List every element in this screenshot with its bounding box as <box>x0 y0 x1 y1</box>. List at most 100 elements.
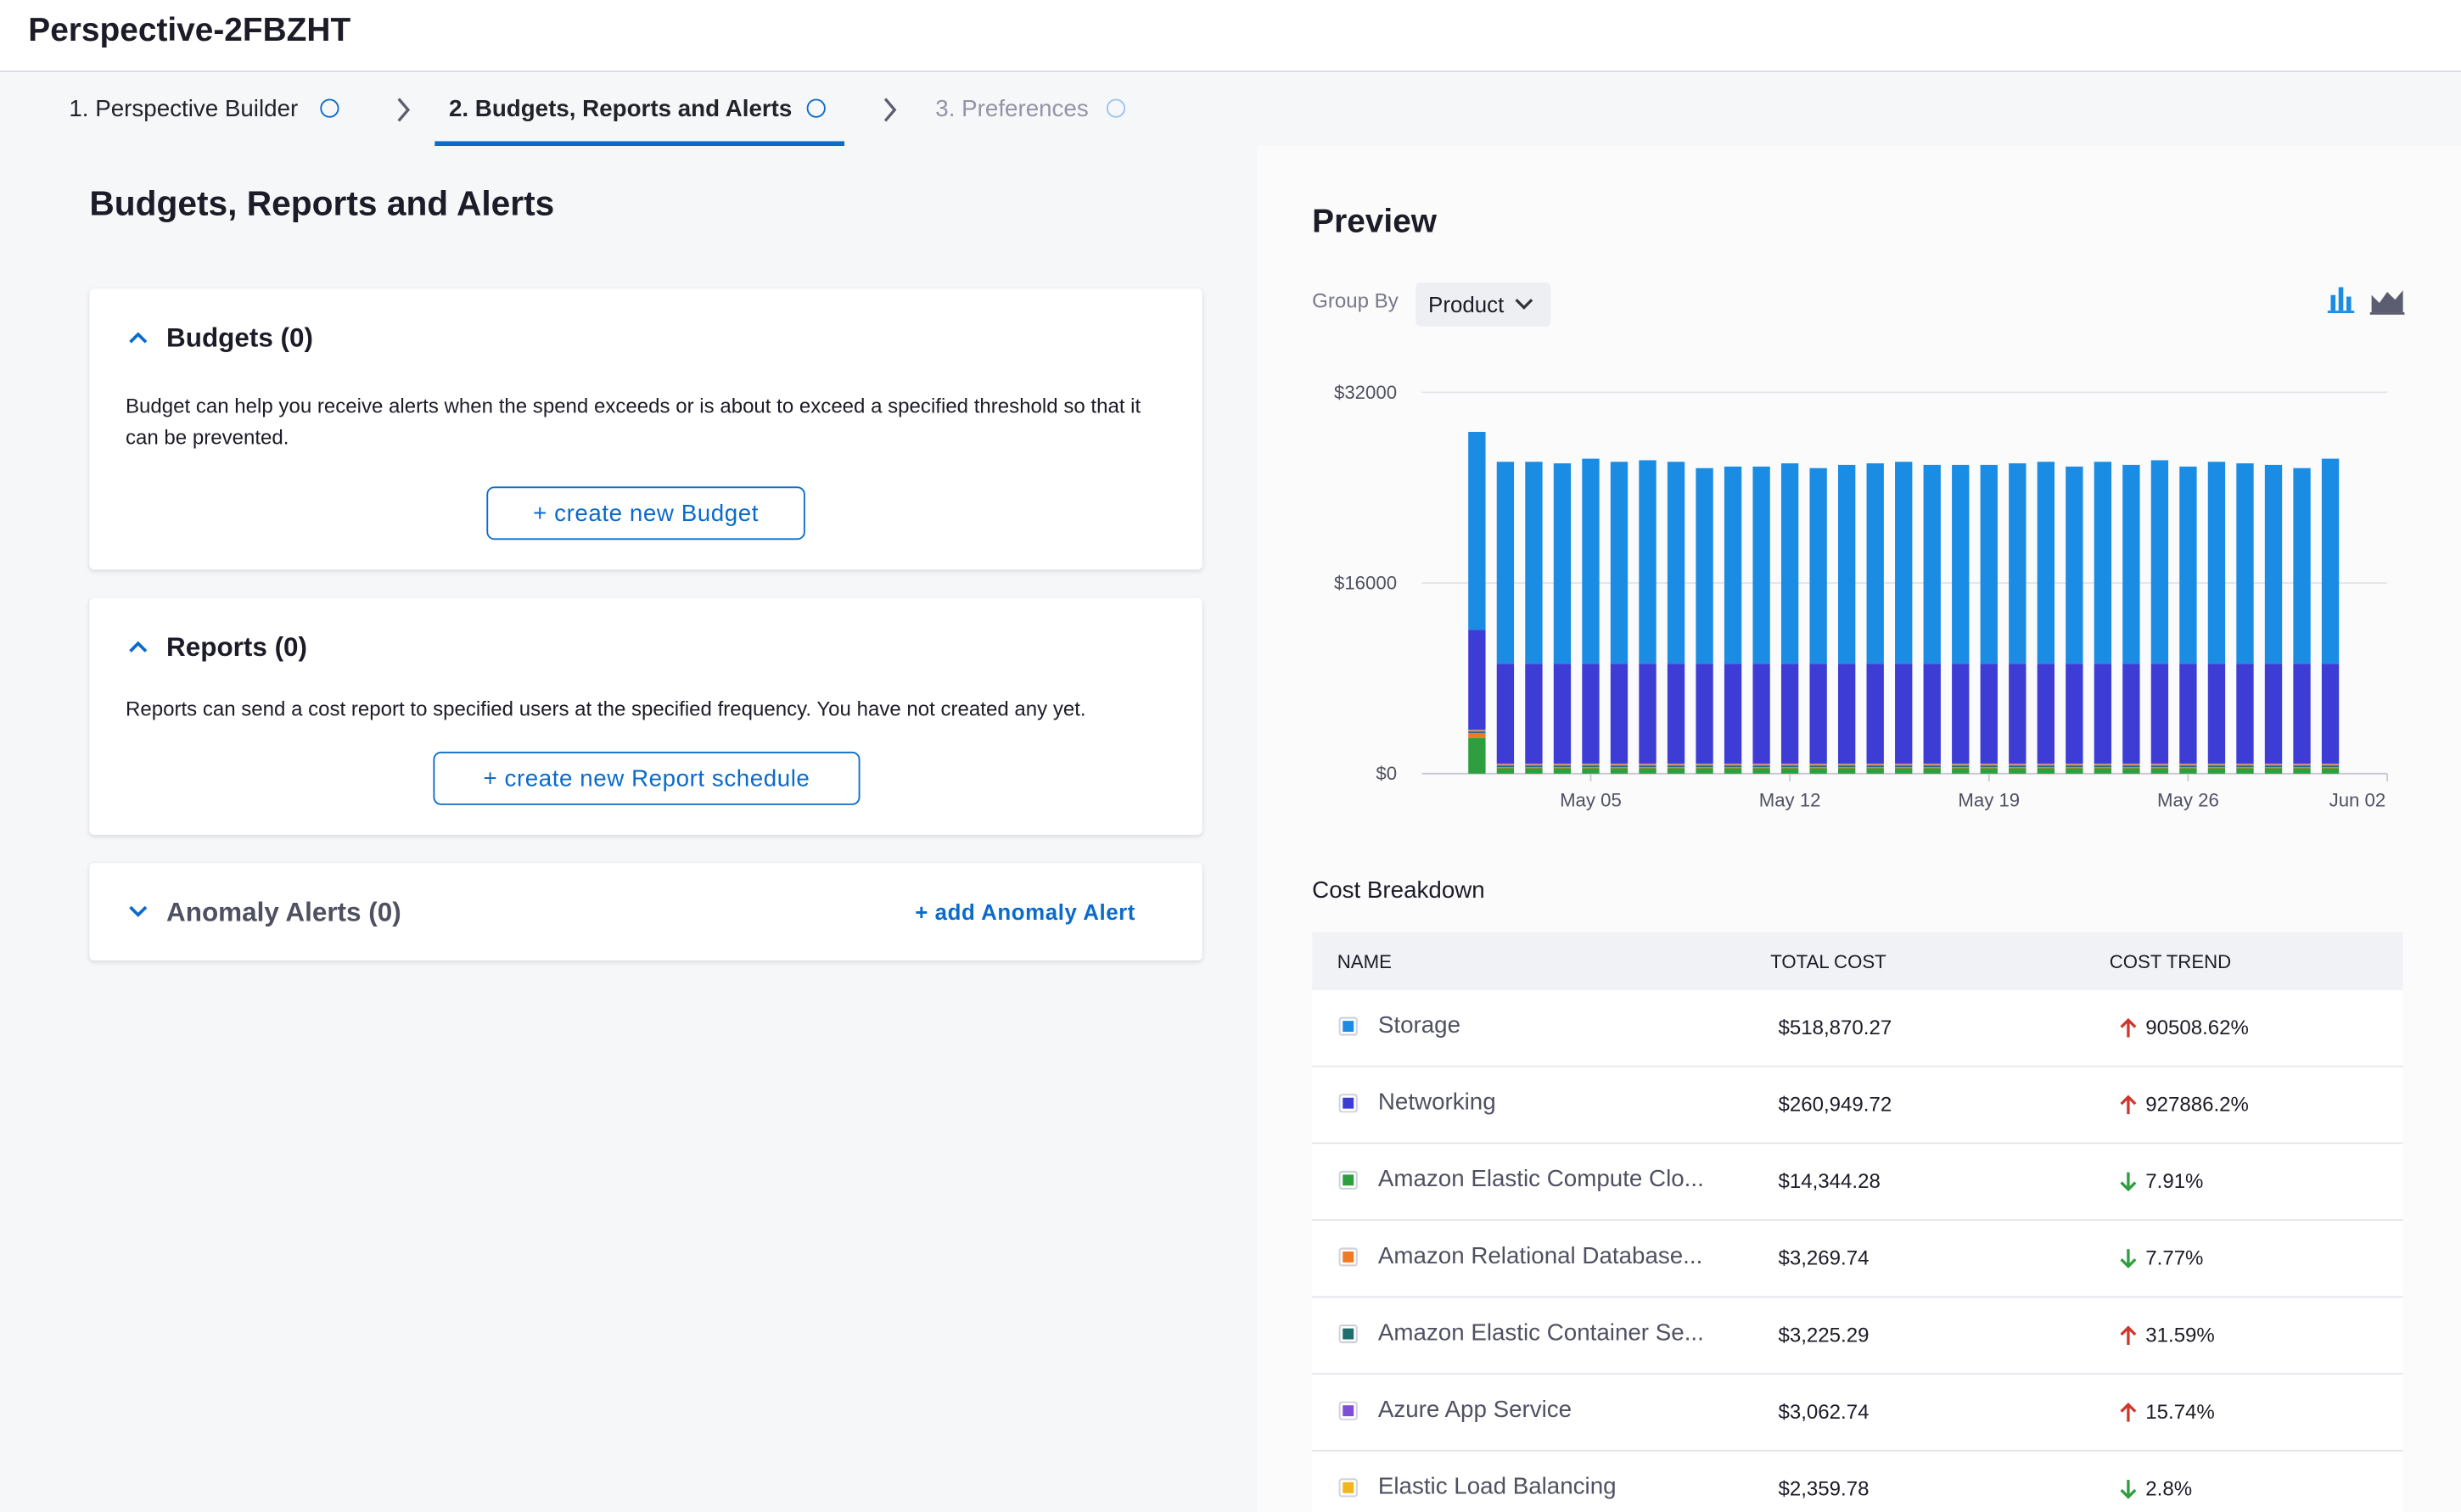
bar-segment <box>1696 768 1713 773</box>
bar-segment <box>2066 768 2083 773</box>
bar-segment <box>1924 764 1941 765</box>
bar-segment <box>2179 767 2196 768</box>
bar-segment <box>1554 767 1571 768</box>
bar-segment <box>1668 462 1685 664</box>
bar-segment <box>1981 664 1998 764</box>
bar-segment <box>1809 768 1826 773</box>
bar-segment <box>2179 766 2196 767</box>
step-icons <box>0 72 1193 146</box>
row-name: Amazon Relational Database... <box>1378 1243 1702 1269</box>
bar-segment <box>1752 767 1769 768</box>
bar-segment <box>1724 664 1741 764</box>
bar-segment <box>1497 768 1514 773</box>
cost-chart: $0$16000$32000May 05May 12May 19May 26Ju… <box>1303 361 2417 832</box>
bar-segment <box>1611 462 1628 664</box>
row-trend: 15.74% <box>2145 1400 2215 1424</box>
bar-segment <box>1752 664 1769 764</box>
chart-type-toggle[interactable] <box>2323 283 2411 317</box>
arrow-path <box>2122 1480 2136 1497</box>
arrow-path <box>2122 1020 2136 1037</box>
reports-card: Reports (0) Reports can send a cost repo… <box>89 598 1202 835</box>
bar-segment <box>1809 664 1826 764</box>
bar-segment <box>2293 468 2310 664</box>
group-by-dropdown[interactable]: Product <box>1415 283 1550 327</box>
table-row: Amazon Elastic Container Se...$3,225.293… <box>1312 1298 2402 1375</box>
bar-segment <box>2236 463 2253 664</box>
row-name: Amazon Elastic Container Se... <box>1378 1319 1704 1346</box>
bar-segment <box>1639 768 1656 773</box>
bar-segment <box>2265 764 2282 765</box>
bar-segment <box>1952 767 1969 768</box>
collapse-icon[interactable] <box>127 639 149 654</box>
bar-segment <box>1838 764 1855 765</box>
card-title: Reports (0) <box>166 632 307 664</box>
bar-segment <box>2151 766 2168 767</box>
bar-segment <box>1582 664 1599 764</box>
bar-segment <box>2066 767 2083 768</box>
bar-segment <box>1809 764 1826 765</box>
color-swatch <box>1339 1402 1358 1420</box>
bar-segment <box>2009 463 2026 664</box>
bar-segment <box>1952 768 1969 773</box>
bar-segment <box>1639 664 1656 764</box>
x-tick-label: May 12 <box>1759 790 1821 811</box>
row-trend: 7.91% <box>2145 1169 2203 1193</box>
row-trend: 927886.2% <box>2145 1092 2249 1116</box>
bar-segment <box>2066 766 2083 767</box>
create-budget-button[interactable]: + create new Budget <box>486 486 804 540</box>
bar-segment <box>1867 766 1884 767</box>
collapse-icon[interactable] <box>127 329 149 344</box>
column-header: TOTAL COST <box>1770 951 1886 973</box>
bar-segment <box>1952 465 1969 664</box>
bar-segment <box>1668 664 1685 764</box>
row-total-cost: $2,359.78 <box>1778 1476 1869 1500</box>
bar-segment <box>2066 764 2083 765</box>
bar-segment <box>1724 766 1741 767</box>
arrow-path <box>2122 1404 2136 1421</box>
bar-segment <box>1639 766 1656 767</box>
bar-segment <box>1554 768 1571 773</box>
add-anomaly-link[interactable]: + add Anomaly Alert <box>915 899 1135 925</box>
bar-segment <box>1838 766 1855 767</box>
expand-icon[interactable] <box>127 904 149 919</box>
bar-segment <box>1838 664 1855 764</box>
bar-segment <box>1924 664 1941 764</box>
row-total-cost: $518,870.27 <box>1778 1016 1892 1039</box>
bar-segment <box>2094 764 2111 765</box>
bar-segment <box>1752 766 1769 767</box>
color-swatch <box>1339 1324 1358 1343</box>
bar-segment <box>2236 767 2253 768</box>
bar-segment <box>1468 732 1485 733</box>
bar-segment <box>1867 767 1884 768</box>
bar-segment <box>2122 766 2139 767</box>
row-name: Storage <box>1378 1012 1460 1039</box>
bar-segment <box>2265 664 2282 764</box>
bar-segment <box>1668 768 1685 773</box>
bar-segment <box>1952 766 1969 767</box>
bar-segment <box>2208 767 2225 768</box>
bar-segment <box>1781 664 1798 764</box>
bar-segment <box>1781 764 1798 765</box>
arrow-path <box>2122 1328 2136 1345</box>
bar-segment <box>2179 664 2196 764</box>
create-report-button[interactable]: + create new Report schedule <box>433 752 860 805</box>
budgets-card: Budgets (0) Budget can help you receive … <box>89 288 1202 569</box>
bar-segment <box>1724 767 1741 768</box>
bar-segment <box>1981 767 1998 768</box>
table-row: Storage$518,870.2790508.62% <box>1312 990 2402 1067</box>
bar-segment <box>2151 764 2168 765</box>
bar-segment <box>1724 764 1741 765</box>
bar-segment <box>1696 664 1713 764</box>
bar-segment <box>1895 768 1912 773</box>
card-text: Reports can send a cost report to specif… <box>126 693 1193 725</box>
bar-segment <box>1582 766 1599 767</box>
bar-segment <box>2151 460 2168 664</box>
row-trend: 31.59% <box>2145 1323 2215 1347</box>
row-name: Elastic Load Balancing <box>1378 1474 1617 1500</box>
bar-segment <box>1668 767 1685 768</box>
bar-segment <box>2151 768 2168 773</box>
bar-segment <box>1582 459 1599 664</box>
bar-segment <box>2236 664 2253 764</box>
trend-arrow <box>2119 1094 2138 1116</box>
bar-segment <box>2038 462 2055 664</box>
